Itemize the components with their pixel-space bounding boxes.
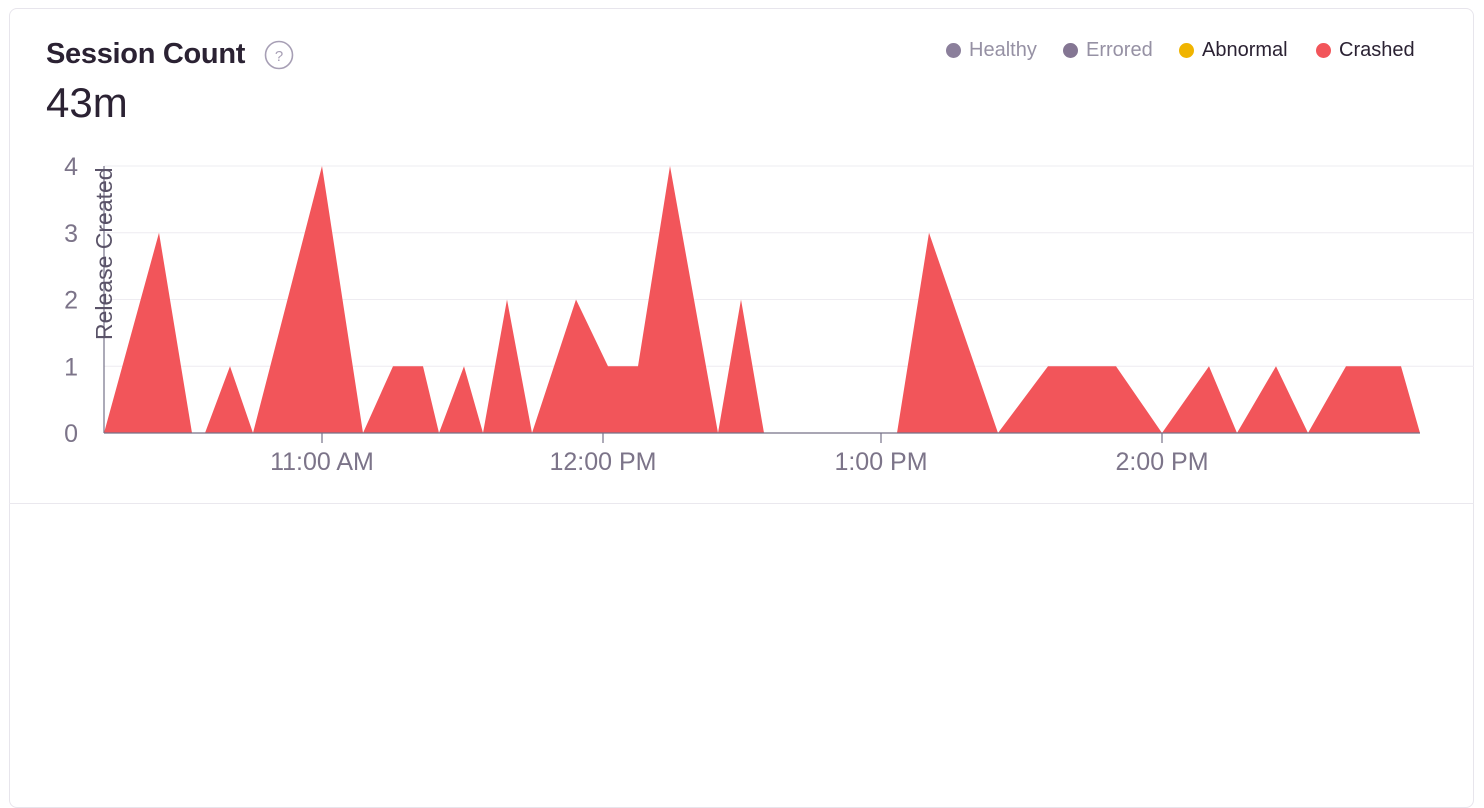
svg-text:3: 3: [64, 220, 78, 248]
svg-text:4: 4: [64, 153, 78, 181]
svg-text:2: 2: [64, 287, 78, 315]
svg-text:2:00 PM: 2:00 PM: [1115, 448, 1208, 476]
svg-text:0: 0: [64, 420, 78, 448]
svg-text:1:00 PM: 1:00 PM: [834, 448, 927, 476]
svg-text:11:00 AM: 11:00 AM: [270, 448, 374, 476]
svg-text:12:00 PM: 12:00 PM: [549, 448, 656, 476]
svg-text:1: 1: [64, 353, 78, 381]
svg-text:Release Created: Release Created: [91, 167, 117, 340]
